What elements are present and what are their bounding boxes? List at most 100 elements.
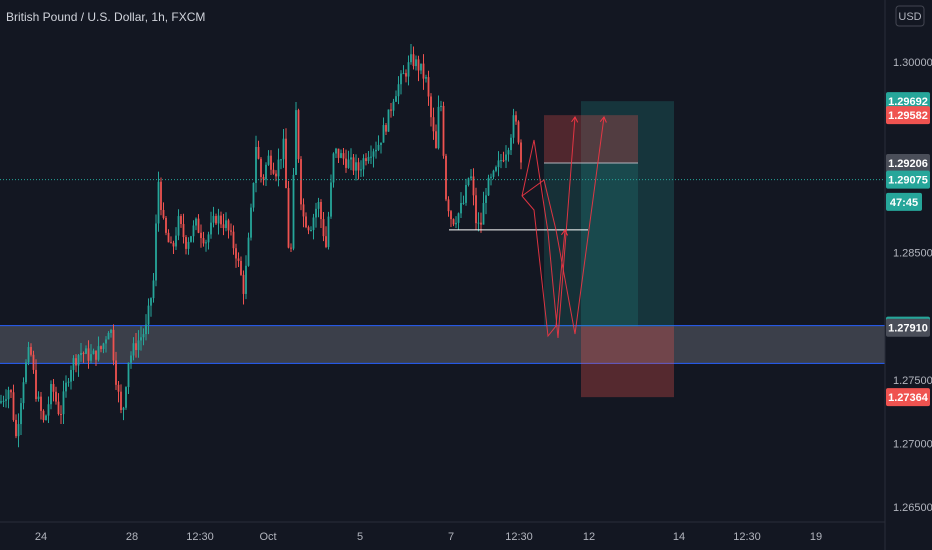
candle-up[interactable] (212, 206, 215, 228)
candle-down[interactable] (272, 162, 275, 175)
candle-down[interactable] (75, 354, 77, 373)
candle-down[interactable] (167, 229, 170, 243)
candle-down[interactable] (520, 139, 522, 170)
candle-up[interactable] (125, 386, 127, 410)
candle-down[interactable] (432, 107, 435, 140)
candle-up[interactable] (192, 220, 195, 243)
candle-down[interactable] (287, 181, 290, 249)
candle-down[interactable] (302, 198, 305, 228)
candle-down[interactable] (40, 392, 42, 420)
candle-down[interactable] (82, 351, 85, 363)
candle-down[interactable] (352, 153, 355, 176)
candle-up[interactable] (455, 216, 457, 229)
candle-down[interactable] (55, 386, 57, 405)
candle-down[interactable] (197, 214, 200, 234)
candle-up[interactable] (147, 298, 150, 335)
candle-down[interactable] (450, 209, 452, 227)
candle-down[interactable] (100, 345, 102, 353)
candle-up[interactable] (267, 150, 270, 166)
candle-up[interactable] (340, 149, 342, 159)
projection-path[interactable] (521, 116, 576, 339)
candle-down[interactable] (220, 211, 222, 229)
candle-up[interactable] (347, 150, 350, 169)
candle-up[interactable] (477, 212, 480, 232)
candle-down[interactable] (12, 384, 15, 422)
candle-up[interactable] (92, 348, 95, 355)
candle-up[interactable] (247, 232, 250, 267)
candle-up[interactable] (482, 191, 485, 225)
currency-button[interactable]: USD (895, 5, 925, 27)
candle-up[interactable] (330, 174, 332, 219)
candle-down[interactable] (390, 103, 392, 118)
candle-up[interactable] (440, 100, 442, 112)
candle-down[interactable] (307, 225, 310, 235)
candle-down[interactable] (442, 101, 445, 159)
candle-up[interactable] (282, 128, 285, 168)
candle-down[interactable] (320, 199, 322, 229)
candle-down[interactable] (112, 324, 115, 366)
candle-down[interactable] (200, 224, 202, 248)
candle-up[interactable] (327, 211, 330, 250)
candle-up[interactable] (65, 375, 67, 398)
candle-up[interactable] (20, 398, 22, 436)
candle-down[interactable] (172, 240, 175, 254)
support-zone[interactable] (0, 325, 885, 364)
candle-up[interactable] (512, 108, 515, 144)
candle-down[interactable] (430, 93, 432, 127)
candle-down[interactable] (32, 350, 35, 374)
projection-path[interactable] (521, 195, 566, 338)
candle-up[interactable] (190, 235, 192, 243)
candle-up[interactable] (382, 117, 385, 143)
candle-down[interactable] (230, 223, 232, 236)
price-tag[interactable]: 1.27910 (886, 318, 930, 337)
candle-down[interactable] (120, 384, 122, 414)
candle-up[interactable] (400, 70, 402, 95)
projection-path[interactable] (521, 116, 605, 335)
candle-up[interactable] (402, 65, 405, 75)
candle-up[interactable] (207, 231, 210, 250)
candle-up[interactable] (85, 345, 87, 355)
candle-down[interactable] (115, 351, 117, 390)
candle-up[interactable] (145, 314, 147, 341)
candle-up[interactable] (367, 150, 370, 164)
candle-up[interactable] (462, 195, 465, 205)
candle-down[interactable] (237, 252, 240, 267)
candle-down[interactable] (262, 174, 265, 186)
candle-up[interactable] (497, 151, 500, 177)
candle-up[interactable] (47, 396, 50, 423)
candle-up[interactable] (210, 211, 212, 239)
candle-up[interactable] (127, 362, 130, 394)
candle-up[interactable] (157, 171, 160, 232)
candle-up[interactable] (140, 326, 142, 351)
candle-up[interactable] (80, 342, 82, 362)
candle-down[interactable] (202, 231, 205, 247)
candle-down[interactable] (502, 151, 505, 163)
candle-up[interactable] (457, 212, 460, 230)
candle-up[interactable] (425, 74, 427, 83)
candle-down[interactable] (257, 140, 260, 160)
candle-down[interactable] (325, 226, 327, 249)
short-position-stop[interactable] (544, 115, 638, 163)
candle-down[interactable] (182, 213, 185, 244)
candle-up[interactable] (277, 148, 280, 187)
candle-down[interactable] (52, 379, 55, 402)
candle-down[interactable] (445, 153, 447, 202)
candle-down[interactable] (222, 213, 225, 236)
candle-up[interactable] (217, 208, 220, 235)
candle-down[interactable] (170, 236, 172, 244)
candle-up[interactable] (255, 135, 257, 193)
candle-down[interactable] (135, 332, 137, 358)
candle-down[interactable] (270, 150, 272, 175)
candle-down[interactable] (300, 156, 302, 211)
candle-up[interactable] (110, 328, 112, 338)
candle-up[interactable] (362, 154, 365, 177)
price-tag[interactable]: 1.29582 (886, 106, 930, 125)
candle-up[interactable] (250, 203, 252, 241)
candle-down[interactable] (517, 120, 520, 145)
candle-up[interactable] (245, 255, 247, 300)
candle-down[interactable] (412, 46, 415, 70)
candle-down[interactable] (345, 149, 347, 173)
candle-up[interactable] (130, 351, 132, 369)
candle-down[interactable] (30, 343, 32, 357)
